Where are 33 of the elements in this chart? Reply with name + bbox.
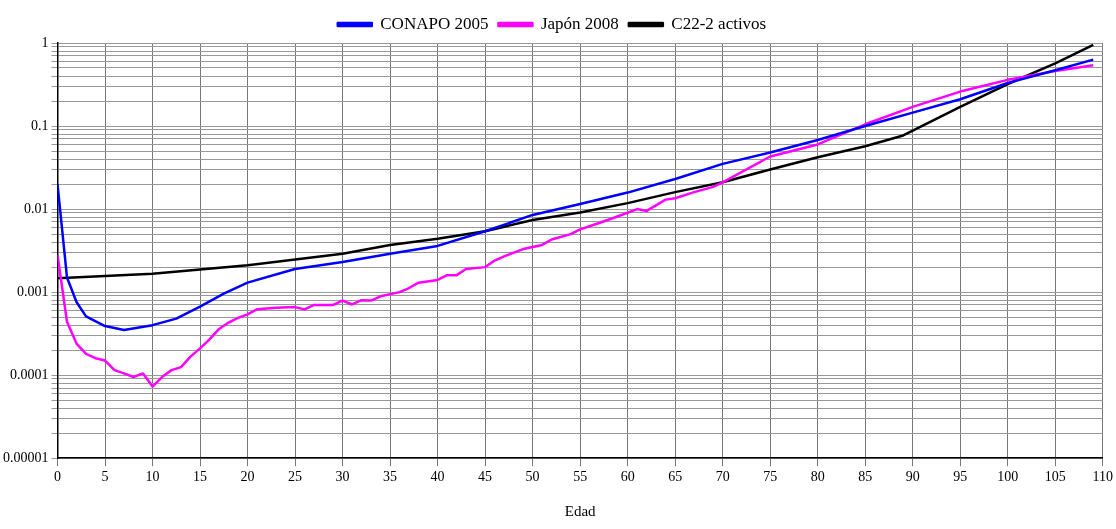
y-tick-label: 0.01 — [24, 200, 49, 216]
x-tick-label: 95 — [953, 469, 968, 485]
x-tick-label: 45 — [478, 469, 493, 485]
x-tick-label: 70 — [715, 469, 730, 485]
x-tick-label: 5 — [101, 469, 109, 485]
x-tick-label: 35 — [383, 469, 398, 485]
x-tick-label: 90 — [905, 469, 920, 485]
x-tick-label: 80 — [810, 469, 825, 485]
x-tick-label: 40 — [430, 469, 445, 485]
x-tick-label: 100 — [997, 469, 1019, 485]
y-tick-label: 0.1 — [31, 117, 49, 133]
x-tick-label: 25 — [288, 469, 303, 485]
x-tick-label: 110 — [1092, 469, 1113, 485]
x-tick-label: 30 — [335, 469, 350, 485]
x-tick-label: 10 — [145, 469, 160, 485]
y-tick-label: 0.0001 — [10, 366, 49, 382]
x-tick-label: 20 — [240, 469, 255, 485]
x-tick-label: 105 — [1044, 469, 1066, 485]
legend-label: CONAPO 2005 — [380, 13, 489, 33]
x-tick-label: 75 — [763, 469, 778, 485]
x-tick-label: 60 — [620, 469, 635, 485]
x-tick-label: 50 — [525, 469, 540, 485]
x-tick-label: 65 — [668, 469, 683, 485]
x-axis-title: Edad — [564, 502, 597, 519]
x-tick-label: 0 — [54, 469, 61, 485]
y-tick-label: 0.001 — [17, 283, 49, 299]
x-tick-label: 15 — [193, 469, 208, 485]
legend-label: C22-2 activos — [671, 13, 767, 33]
x-tick-label: 55 — [573, 469, 588, 485]
y-tick-label: 0.00001 — [3, 449, 49, 465]
y-tick-label: 1 — [41, 34, 49, 50]
legend-label: Japón 2008 — [540, 13, 619, 33]
x-tick-label: 85 — [858, 469, 873, 485]
